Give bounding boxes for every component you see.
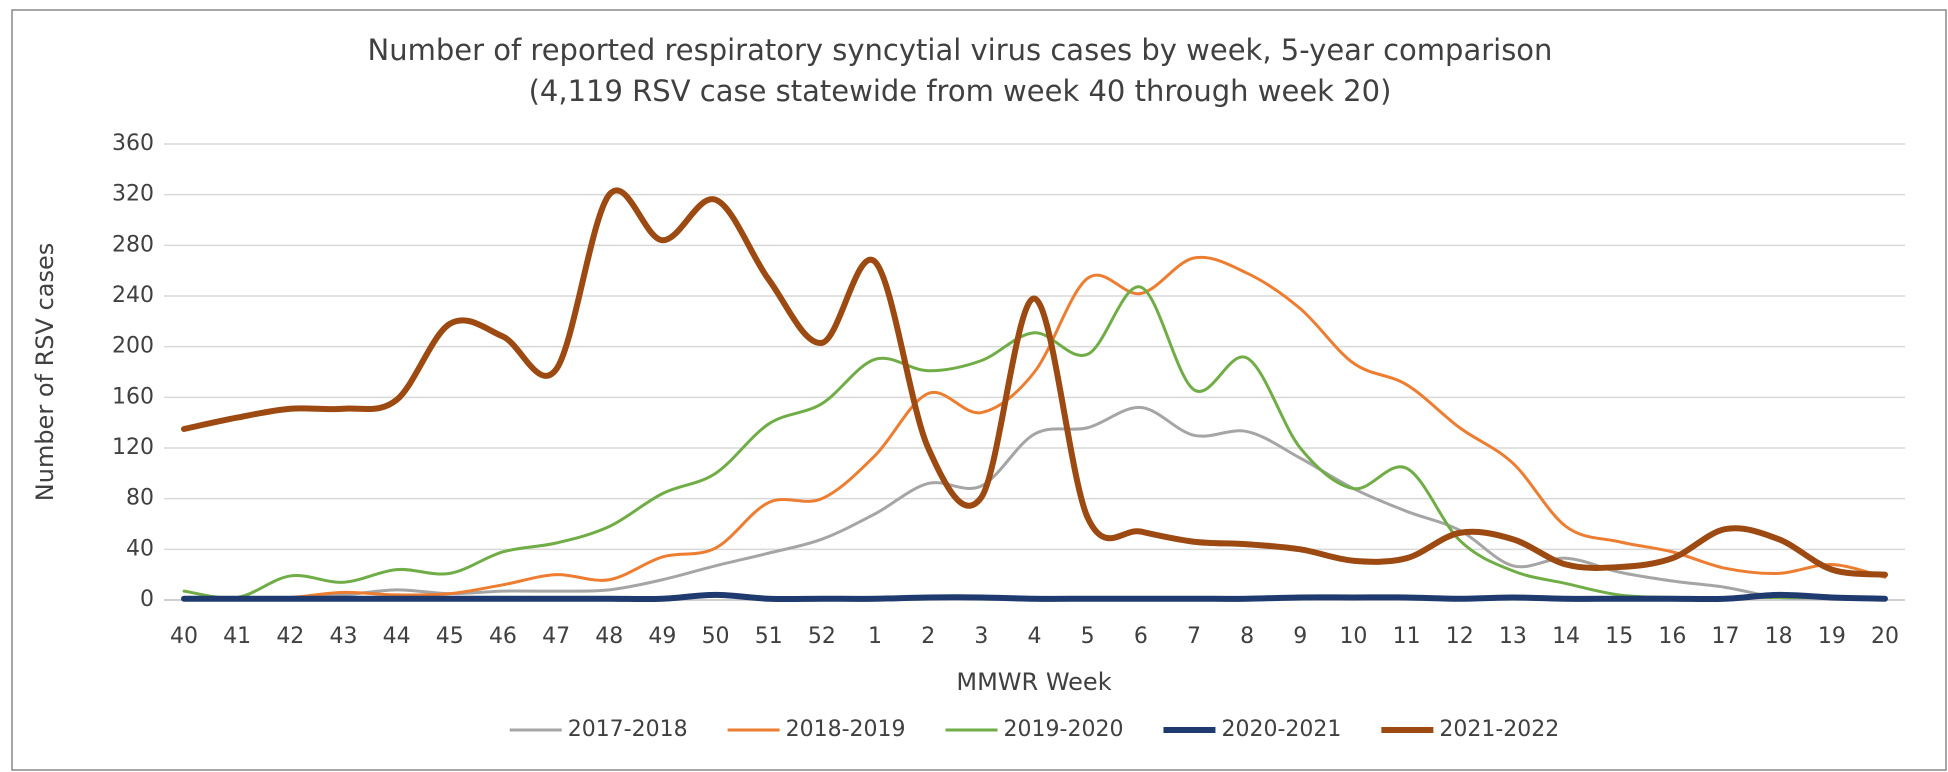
legend-label: 2020-2021 bbox=[1221, 717, 1341, 742]
x-tick-label: 8 bbox=[1240, 624, 1254, 649]
x-tick-label: 20 bbox=[1871, 624, 1899, 649]
x-tick-label: 18 bbox=[1765, 624, 1793, 649]
x-tick-label: 52 bbox=[808, 624, 836, 649]
x-tick-label: 48 bbox=[595, 624, 623, 649]
y-axis-title: Number of RSV cases bbox=[31, 243, 59, 501]
chart-subtitle: (4,119 RSV case statewide from week 40 t… bbox=[529, 74, 1392, 108]
x-tick-label: 46 bbox=[489, 624, 517, 649]
x-tick-label: 14 bbox=[1552, 624, 1580, 649]
series-line bbox=[181, 591, 1888, 603]
x-tick-label: 11 bbox=[1393, 624, 1421, 649]
chart-title: Number of reported respiratory syncytial… bbox=[368, 33, 1553, 67]
series-line bbox=[182, 405, 1887, 600]
chart-frame bbox=[11, 9, 1947, 771]
x-tick-label: 42 bbox=[276, 624, 304, 649]
x-tick-label: 4 bbox=[1028, 624, 1042, 649]
x-tick-label: 15 bbox=[1605, 624, 1633, 649]
x-tick-label: 5 bbox=[1081, 624, 1095, 649]
y-tick-label: 160 bbox=[112, 384, 154, 409]
legend-label: 2021-2022 bbox=[1439, 717, 1559, 742]
x-tick-label: 17 bbox=[1712, 624, 1740, 649]
y-tick-label: 240 bbox=[112, 283, 154, 308]
legend-label: 2019-2020 bbox=[1004, 717, 1124, 742]
x-tick-label: 7 bbox=[1187, 624, 1201, 649]
x-tick-label: 12 bbox=[1446, 624, 1474, 649]
x-tick-label: 47 bbox=[542, 624, 570, 649]
legend-label: 2017-2018 bbox=[568, 717, 688, 742]
x-tick-label: 19 bbox=[1818, 624, 1846, 649]
x-tick-label: 41 bbox=[223, 624, 251, 649]
y-tick-label: 80 bbox=[126, 486, 154, 511]
x-tick-label: 43 bbox=[329, 624, 357, 649]
legend: 2017-2018 2018-2019 2019-2020 2020-2021 2021… bbox=[509, 717, 1559, 742]
x-tick-label: 13 bbox=[1499, 624, 1527, 649]
series-line bbox=[182, 255, 1887, 600]
x-tick-label: 44 bbox=[383, 624, 411, 649]
y-tick-label: 360 bbox=[112, 131, 154, 156]
x-tick-label: 51 bbox=[755, 624, 783, 649]
x-tick-label: 16 bbox=[1658, 624, 1686, 649]
x-tick-label: 50 bbox=[702, 624, 730, 649]
x-axis-title: MMWR Week bbox=[956, 668, 1111, 696]
y-tick-label: 120 bbox=[112, 435, 154, 460]
x-tick-label: 9 bbox=[1293, 624, 1307, 649]
x-tick-label: 49 bbox=[648, 624, 676, 649]
x-tick-label: 3 bbox=[974, 624, 988, 649]
x-tick-label: 45 bbox=[436, 624, 464, 649]
series-line bbox=[182, 285, 1887, 600]
series-line bbox=[181, 187, 1888, 578]
y-tick-label: 0 bbox=[140, 587, 154, 612]
legend-label: 2018-2019 bbox=[786, 717, 906, 742]
x-tick-label: 1 bbox=[868, 624, 882, 649]
y-tick-label: 280 bbox=[112, 232, 154, 257]
y-tick-label: 320 bbox=[112, 182, 154, 207]
y-tick-label: 200 bbox=[112, 334, 154, 359]
x-tick-label: 40 bbox=[170, 624, 198, 649]
x-tick-label: 2 bbox=[921, 624, 935, 649]
x-tick-label: 6 bbox=[1134, 624, 1148, 649]
y-tick-label: 40 bbox=[126, 536, 154, 561]
x-tick-label: 10 bbox=[1339, 624, 1367, 649]
